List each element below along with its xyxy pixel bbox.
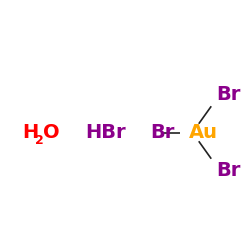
Text: O: O xyxy=(43,123,60,142)
Text: Br: Br xyxy=(150,123,174,142)
Text: Br: Br xyxy=(216,160,240,180)
Text: H: H xyxy=(22,123,39,142)
Text: HBr: HBr xyxy=(85,123,126,142)
Text: Br: Br xyxy=(216,86,240,104)
Text: 2: 2 xyxy=(36,134,44,147)
Text: Au: Au xyxy=(189,123,218,142)
